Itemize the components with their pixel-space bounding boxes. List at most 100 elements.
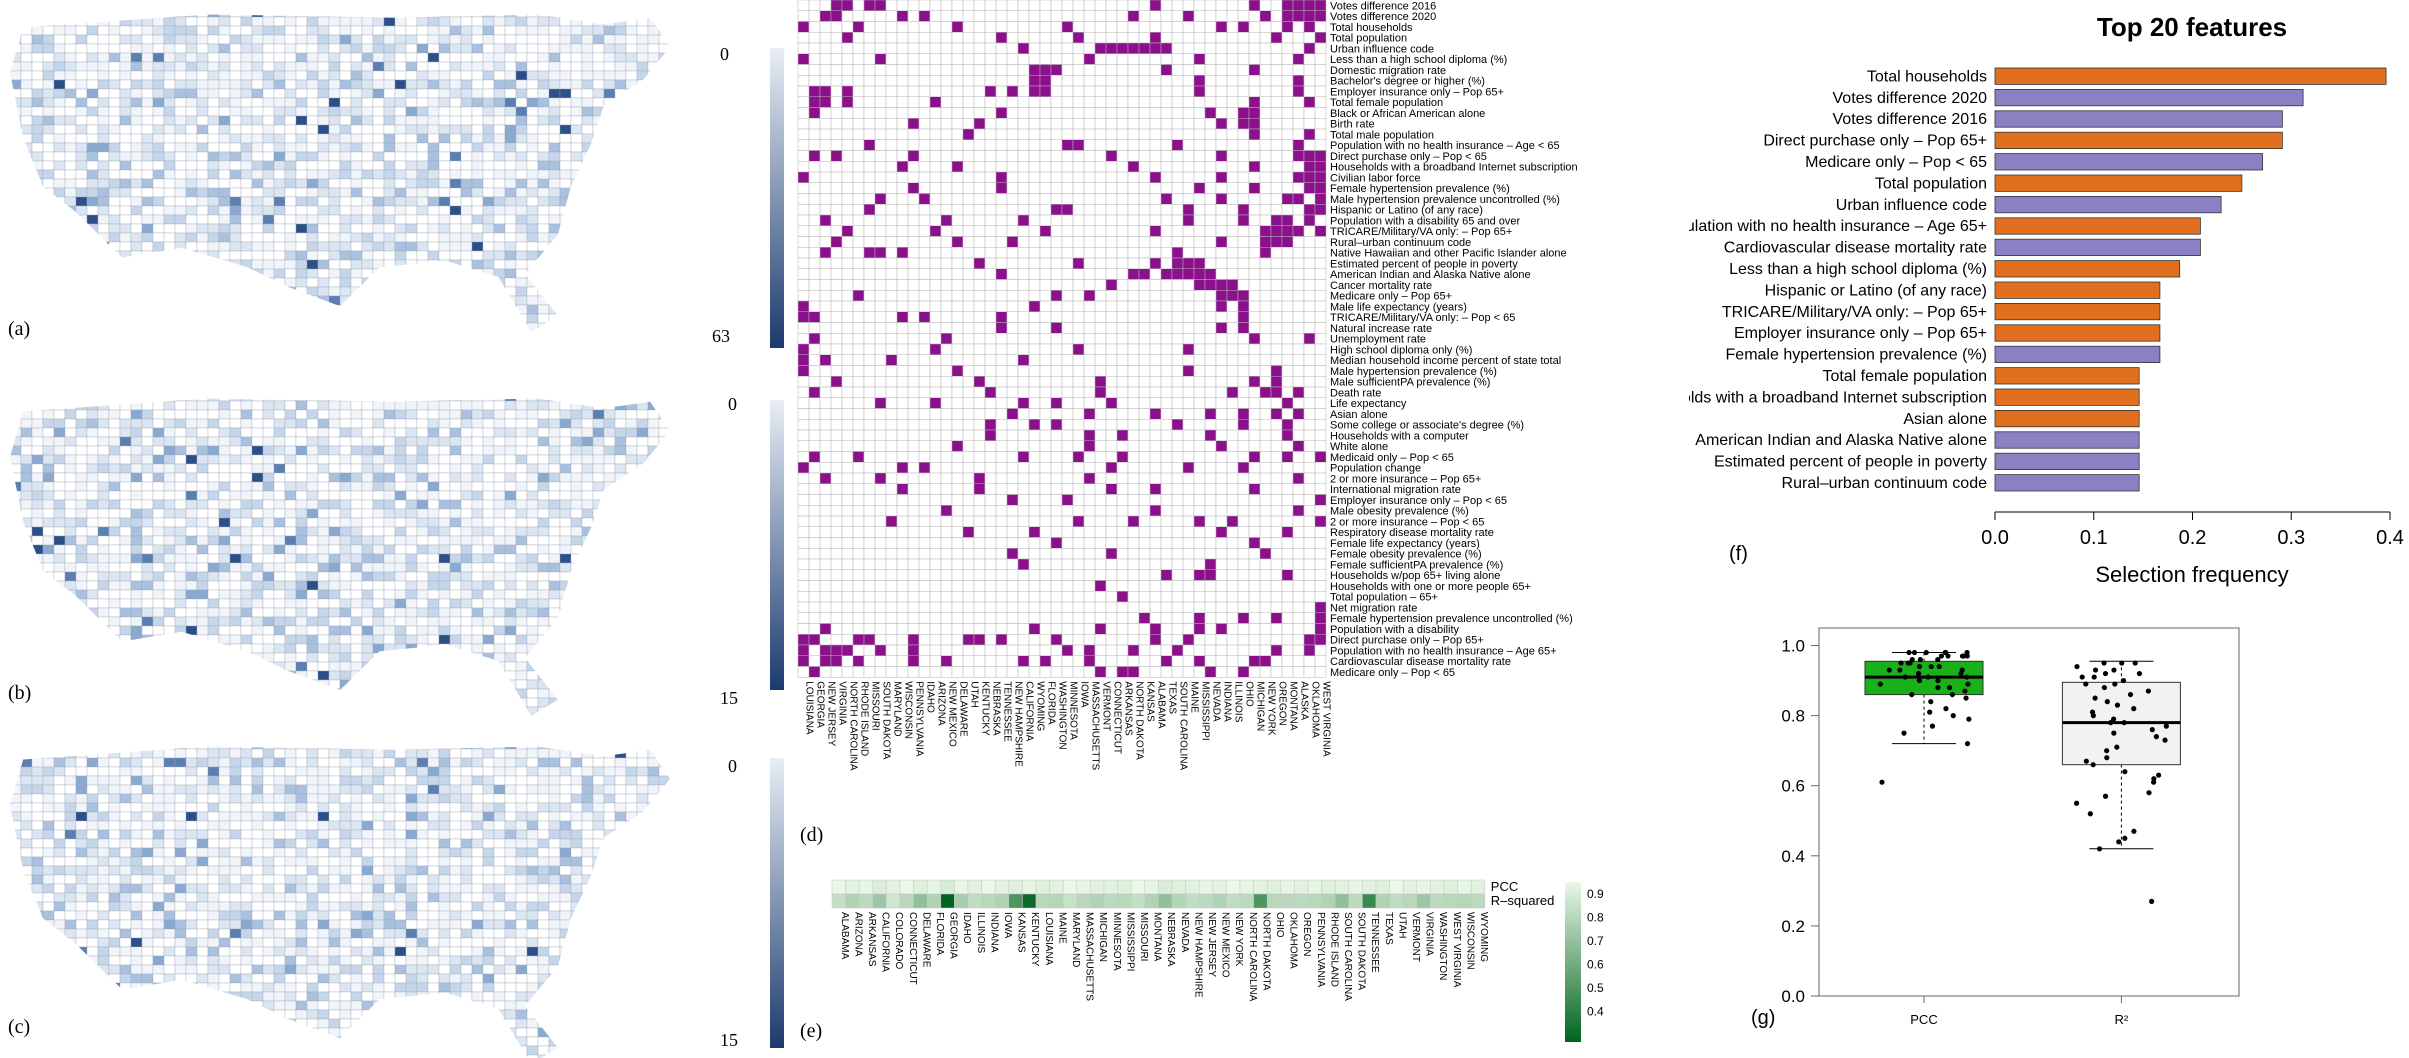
county-cell	[493, 400, 506, 411]
county-cell	[482, 793, 495, 804]
county-cell	[174, 205, 187, 216]
county-cell	[229, 802, 242, 813]
county-cell	[185, 133, 198, 144]
county-cell	[108, 409, 121, 420]
county-cell	[559, 214, 572, 225]
county-cell	[207, 784, 220, 795]
county-cell	[306, 160, 319, 171]
county-cell	[570, 187, 583, 198]
county-cell	[31, 607, 44, 618]
county-cell	[20, 535, 33, 546]
county-cell	[64, 775, 77, 786]
county-cell	[229, 643, 242, 654]
county-cell	[295, 304, 308, 315]
county-cell	[405, 268, 418, 279]
county-cell	[240, 277, 253, 288]
county-cell	[53, 398, 66, 402]
county-cell	[10, 562, 22, 573]
county-cell	[108, 106, 121, 117]
county-cell	[229, 508, 242, 519]
county-cell	[306, 322, 319, 333]
county-cell	[526, 97, 539, 108]
county-cell	[75, 784, 88, 795]
county-cell	[64, 151, 77, 162]
county-cell	[141, 625, 154, 636]
county-cell	[20, 398, 33, 402]
county-cell	[229, 463, 242, 474]
county-cell	[658, 34, 670, 45]
county-cell	[108, 766, 121, 777]
county-cell	[20, 802, 33, 813]
county-cell	[152, 427, 165, 438]
county-cell	[394, 133, 407, 144]
county-cell	[284, 250, 297, 261]
county-cell	[229, 784, 242, 795]
county-cell	[42, 400, 55, 411]
county-cell	[548, 295, 561, 306]
county-cell	[581, 616, 594, 627]
county-cell	[614, 766, 627, 777]
county-cell	[185, 436, 198, 447]
county-cell	[207, 241, 220, 252]
county-cell	[339, 409, 352, 420]
county-cell	[383, 313, 396, 324]
county-cell	[537, 205, 550, 216]
county-cell	[130, 160, 143, 171]
county-cell	[196, 589, 209, 600]
county-cell	[10, 88, 22, 99]
county-cell	[339, 52, 352, 63]
county-cell	[295, 766, 308, 777]
county-cell	[482, 398, 495, 402]
county-cell	[603, 775, 616, 786]
county-cell	[262, 580, 275, 591]
county-cell	[284, 286, 297, 297]
county-cell	[438, 535, 451, 546]
county-cell	[218, 232, 231, 243]
county-cell	[174, 481, 187, 492]
county-cell	[416, 106, 429, 117]
county-cell	[75, 250, 88, 261]
county-cell	[328, 79, 341, 90]
county-cell	[328, 517, 341, 528]
county-cell	[603, 463, 616, 474]
county-cell	[581, 418, 594, 429]
county-cell	[449, 490, 462, 501]
county-cell	[306, 652, 319, 663]
county-cell	[64, 746, 77, 750]
county-cell	[141, 499, 154, 510]
county-cell	[20, 580, 33, 591]
county-cell	[526, 286, 539, 297]
county-cell	[31, 811, 44, 822]
county-cell	[647, 142, 660, 153]
county-cell	[317, 160, 330, 171]
county-cell	[53, 14, 66, 18]
county-cell	[581, 472, 594, 483]
county-cell	[449, 241, 462, 252]
county-cell	[251, 133, 264, 144]
county-cell	[64, 661, 77, 672]
county-cell	[97, 616, 110, 627]
county-cell	[130, 151, 143, 162]
county-cell	[97, 445, 110, 456]
county-cell	[64, 688, 77, 699]
county-cell	[185, 178, 198, 189]
county-cell	[31, 436, 44, 447]
county-cell	[460, 223, 473, 234]
county-cell	[658, 268, 670, 279]
county-cell	[504, 697, 517, 708]
county-cell	[471, 535, 484, 546]
county-cell	[625, 268, 638, 279]
county-cell	[339, 43, 352, 54]
county-cell	[20, 490, 33, 501]
county-cell	[108, 829, 121, 840]
county-cell	[10, 115, 22, 126]
county-cell	[86, 616, 99, 627]
county-cell	[449, 580, 462, 591]
county-cell	[482, 169, 495, 180]
county-cell	[229, 535, 242, 546]
county-cell	[317, 454, 330, 465]
county-cell	[42, 445, 55, 456]
county-cell	[240, 811, 253, 822]
county-cell	[559, 490, 572, 501]
county-cell	[581, 670, 594, 681]
